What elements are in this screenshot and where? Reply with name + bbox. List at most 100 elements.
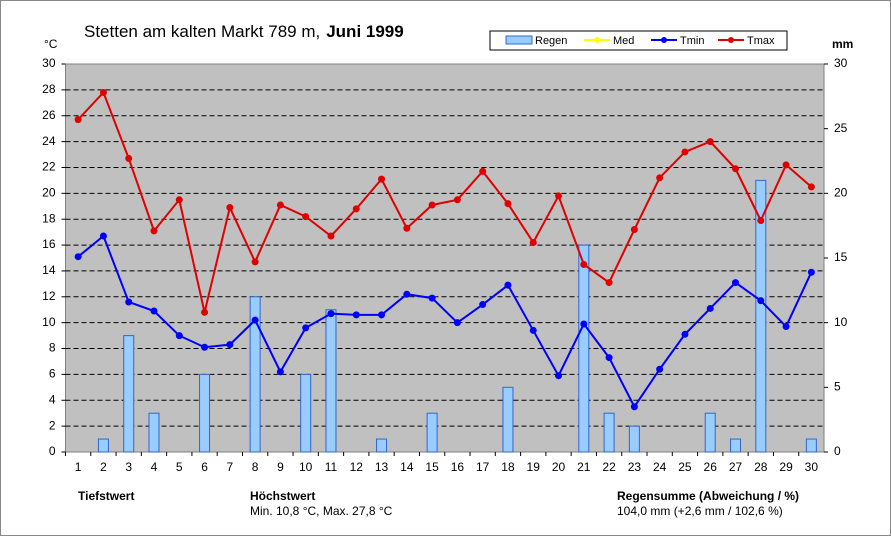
rain-bar	[97, 438, 109, 453]
y2-tick-label: 30	[834, 56, 848, 70]
x-tick-label: 1	[75, 460, 82, 474]
marker	[706, 138, 714, 146]
x-tick-label: 8	[252, 460, 259, 474]
plot-area	[65, 63, 825, 453]
x-tick-label: 13	[375, 460, 389, 474]
marker	[99, 232, 107, 240]
title-emphasis: Juni 1999	[326, 22, 404, 41]
marker	[150, 227, 158, 235]
rain-bar	[628, 425, 640, 453]
y-tick-label: 6	[49, 367, 56, 381]
rain-bar	[300, 373, 312, 453]
marker	[125, 298, 133, 306]
y2-tick-label: 10	[834, 315, 848, 329]
marker	[428, 201, 436, 209]
title-main: Stetten am kalten Markt 789 m,	[84, 22, 320, 41]
marker	[327, 232, 335, 240]
line	[77, 90, 813, 313]
x-tick-label: 15	[425, 460, 439, 474]
marker	[276, 201, 284, 209]
y-tick-label: 22	[42, 160, 56, 174]
marker	[732, 165, 740, 173]
marker	[580, 320, 588, 328]
marker	[125, 154, 133, 162]
legend-label: Med	[613, 35, 634, 47]
legend-swatch	[505, 35, 533, 45]
x-tick-label: 28	[754, 460, 768, 474]
footer-right-text: 104,0 mm (+2,6 mm / 102,6 %)	[617, 504, 783, 518]
rain-bar	[578, 244, 590, 453]
y2-tick-label: 25	[834, 121, 848, 135]
rain-bar	[704, 412, 716, 453]
y2-tick-label: 20	[834, 186, 848, 200]
marker	[580, 260, 588, 268]
marker	[251, 258, 259, 266]
marker	[251, 316, 259, 324]
marker	[302, 213, 310, 221]
y-tick-label: 30	[42, 56, 56, 70]
x-tick-label: 20	[552, 460, 566, 474]
rain-bar	[426, 412, 438, 453]
y2-tick-label: 5	[834, 380, 841, 394]
chart-title: Stetten am kalten Markt 789 m, Juni 1999	[84, 22, 404, 41]
marker	[529, 238, 537, 246]
x-tick-label: 14	[400, 460, 414, 474]
x-tick-label: 11	[325, 460, 338, 474]
legend-label: Tmax	[747, 35, 775, 47]
marker	[378, 175, 386, 183]
rain-bar	[730, 438, 742, 453]
marker	[479, 301, 487, 309]
y-tick-label: 4	[49, 392, 56, 406]
marker	[706, 304, 714, 312]
y2-tick-label: 0	[834, 444, 841, 458]
x-tick-label: 30	[805, 460, 819, 474]
marker	[327, 310, 335, 318]
marker	[99, 88, 107, 96]
rain-bar	[199, 373, 211, 453]
marker	[782, 161, 790, 169]
legend-marker	[728, 37, 734, 43]
x-tick-label: 10	[299, 460, 313, 474]
x-tick-label: 22	[602, 460, 616, 474]
legend-marker	[661, 37, 667, 43]
legend-box	[489, 30, 788, 51]
y-unit: °C	[44, 37, 58, 51]
marker	[732, 279, 740, 287]
footer-left-label: Tiefstwert	[78, 489, 134, 503]
line	[77, 234, 813, 409]
x-tick-label: 5	[176, 460, 183, 474]
y-tick-label: 28	[42, 82, 56, 96]
x-tick-label: 2	[100, 460, 107, 474]
x-tick-label: 29	[779, 460, 793, 474]
x-tick-label: 12	[350, 460, 364, 474]
footer-middle-text: Min. 10,8 °C, Max. 27,8 °C	[250, 504, 393, 518]
y-tick-label: 10	[42, 315, 56, 329]
marker	[428, 294, 436, 302]
marker	[226, 204, 234, 212]
rain-bar	[325, 309, 337, 453]
x-tick-label: 6	[201, 460, 208, 474]
rain-bar	[502, 386, 514, 453]
x-tick-label: 17	[476, 460, 490, 474]
marker	[757, 216, 765, 224]
rain-bar	[805, 438, 817, 453]
marker	[150, 307, 158, 315]
marker	[226, 341, 234, 349]
x-tick-label: 26	[704, 460, 718, 474]
x-tick-label: 25	[678, 460, 692, 474]
marker	[403, 290, 411, 298]
rain-bar	[755, 179, 767, 453]
x-tick-label: 16	[451, 460, 465, 474]
marker	[555, 372, 563, 380]
legend-label: Regen	[535, 35, 567, 47]
marker	[529, 326, 537, 334]
marker	[807, 183, 815, 191]
y-tick-label: 0	[49, 444, 56, 458]
rain-bar	[603, 412, 615, 453]
marker	[504, 200, 512, 208]
marker	[378, 311, 386, 319]
x-tick-label: 21	[577, 460, 591, 474]
rain-bar	[249, 296, 261, 453]
marker	[352, 311, 360, 319]
footer-middle-label: Höchstwert	[250, 489, 315, 503]
